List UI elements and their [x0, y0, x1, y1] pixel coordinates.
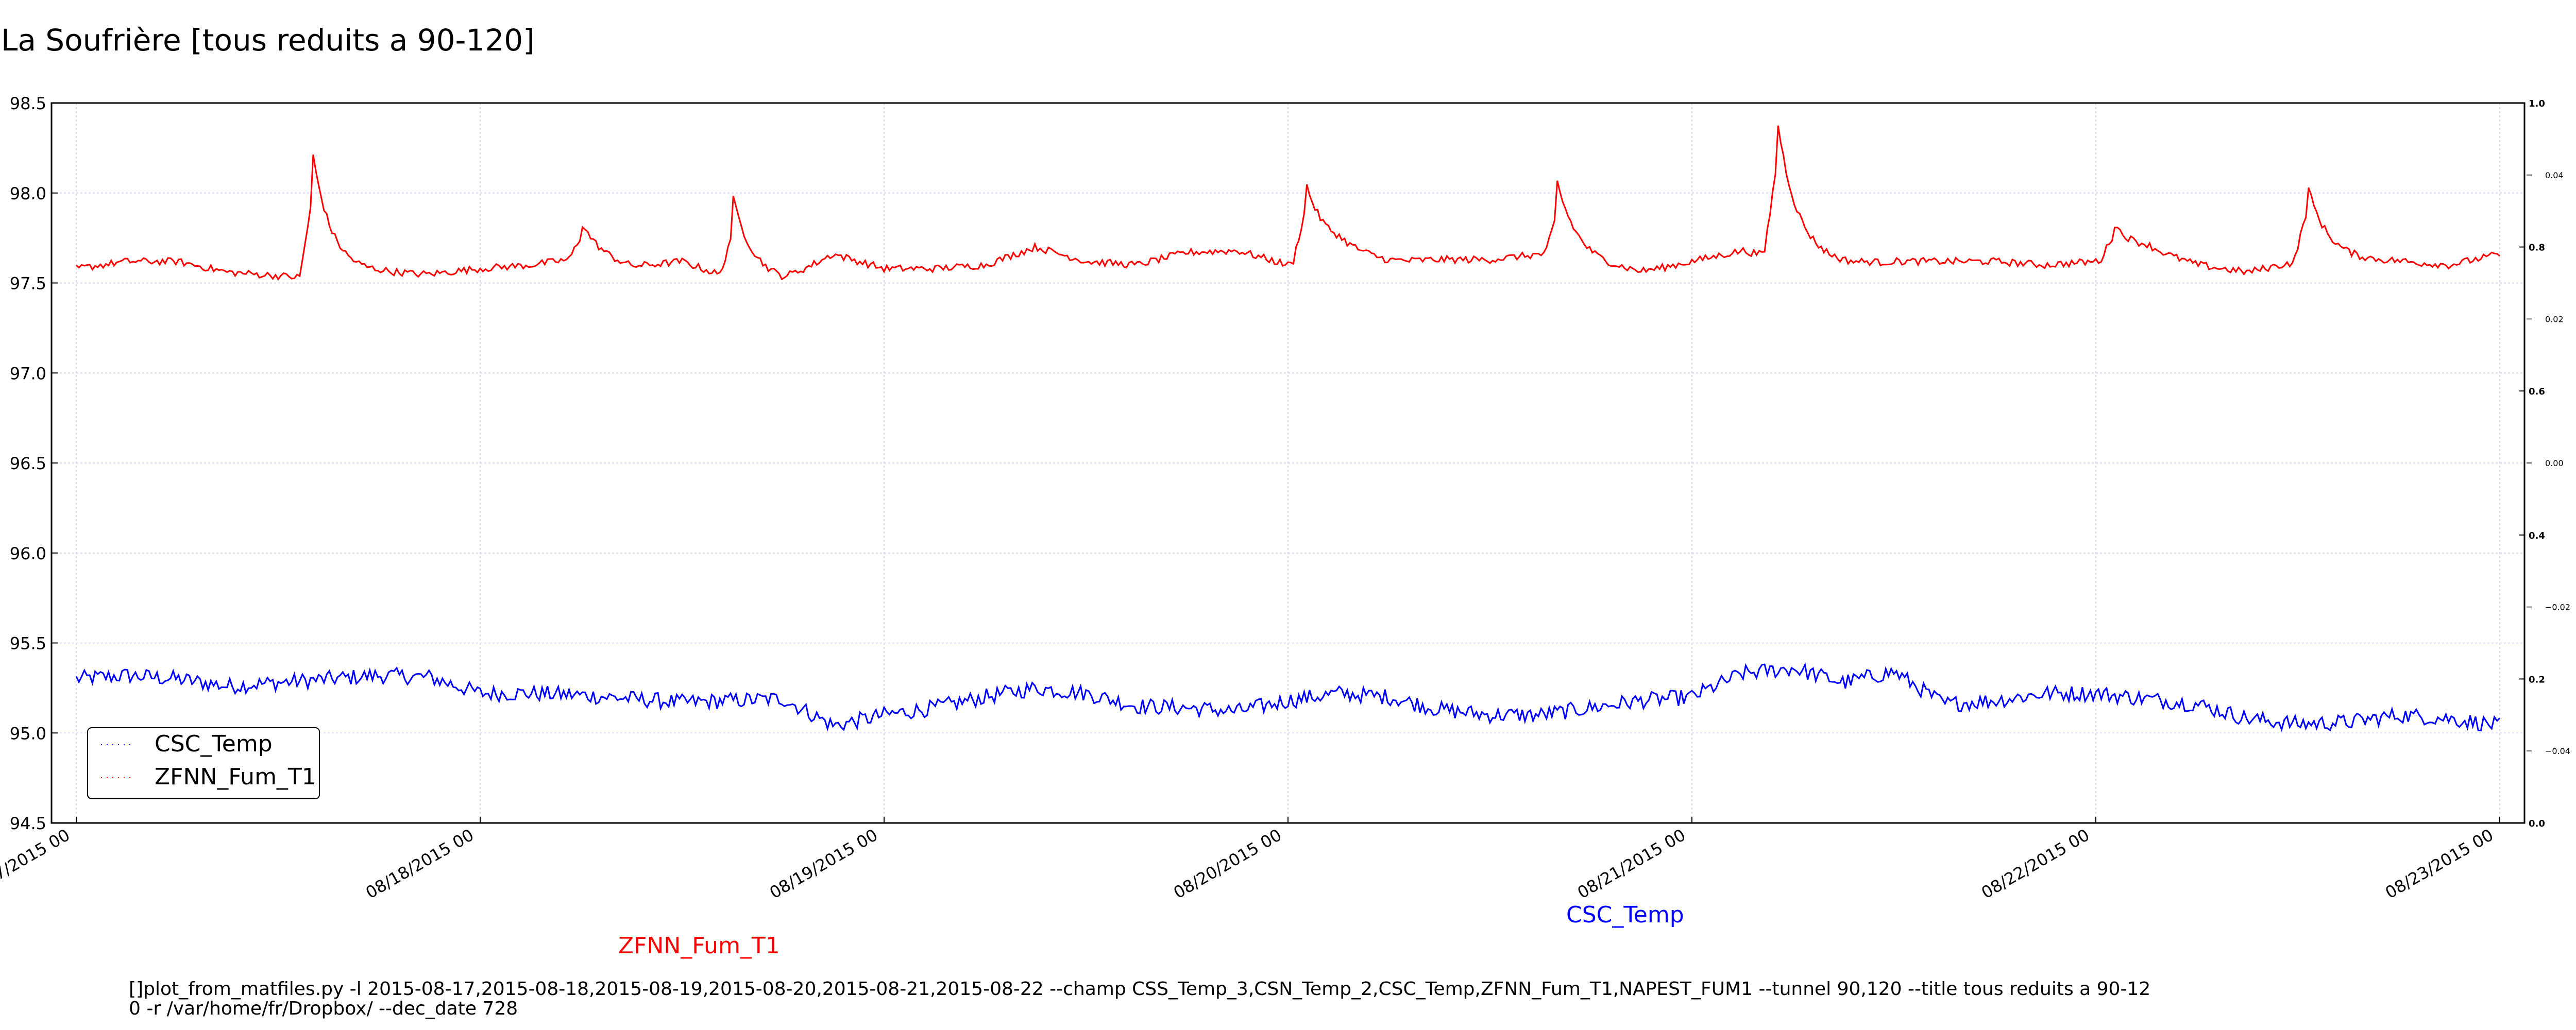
secondary-label-zfnn: ZFNN_Fum_T1 — [618, 933, 780, 959]
series-line-csc-temp — [75, 662, 2501, 732]
right-tick-label: 0.6 — [2529, 386, 2545, 397]
right-minor-tick-label: 0.02 — [2545, 314, 2564, 324]
series-layer — [75, 125, 2501, 732]
grid — [52, 102, 2524, 823]
x-tick-label: 08/21/2015 00 — [1574, 825, 1689, 903]
x-tick-label: 08/20/2015 00 — [1170, 825, 1285, 903]
x-tick-label: 08/19/2015 00 — [766, 825, 881, 903]
y-tick-label: 95.0 — [10, 724, 46, 743]
legend-label-csc-temp: CSC_Temp — [155, 731, 273, 757]
right-axis-ticks: 0.0 0.2 0.4 0.6 0.8 1.0 −0.04 −0.02 0.00 0.02 0.04 — [2519, 98, 2570, 829]
right-tick-label: 0.4 — [2529, 530, 2545, 541]
x-tick-label: 08/18/2015 00 — [362, 825, 477, 903]
right-tick-label: 1.0 — [2529, 98, 2545, 109]
right-minor-tick-label: 0.04 — [2545, 170, 2564, 180]
series-line-zfnn-fum-t1 — [76, 125, 2500, 281]
y-tick-label: 96.0 — [10, 544, 46, 563]
command-line-1: []plot_from_matfiles.py -l 2015-08-17,20… — [129, 978, 2150, 1000]
right-minor-tick-label: −0.02 — [2545, 603, 2570, 612]
y-tick-label: 95.5 — [10, 634, 46, 654]
y-axis-ticks: 94.5 95.0 95.5 96.0 96.5 97.0 97.5 98.0 98.5 — [10, 94, 58, 833]
y-tick-label: 97.5 — [10, 274, 46, 294]
y-tick-label: 96.5 — [10, 454, 46, 473]
right-minor-tick-label: −0.04 — [2545, 746, 2570, 756]
right-tick-label: 0.0 — [2529, 818, 2545, 829]
y-tick-label: 94.5 — [10, 814, 46, 833]
x-tick-label: 08/17/2015 00 — [0, 825, 73, 903]
y-tick-label: 98.0 — [10, 184, 46, 203]
x-tick-label: 08/23/2015 00 — [2382, 825, 2497, 903]
command-line-2: 0 -r /var/home/fr/Dropbox/ --dec_date 72… — [129, 998, 518, 1019]
y-tick-label: 97.0 — [10, 364, 46, 383]
chart-title: La Soufrière [tous reduits a 90-120] — [1, 23, 535, 58]
legend-box — [87, 727, 320, 799]
right-minor-tick-label: 0.00 — [2545, 458, 2564, 468]
x-tick-label: 08/22/2015 00 — [1978, 825, 2093, 903]
legend-label-zfnn-fum-t1: ZFNN_Fum_T1 — [155, 764, 316, 790]
secondary-label-csc: CSC_Temp — [1566, 902, 1684, 928]
legend: CSC_Temp ZFNN_Fum_T1 — [87, 727, 320, 799]
right-tick-label: 0.2 — [2529, 674, 2545, 685]
x-axis-ticks: 08/17/2015 00 08/18/2015 00 08/19/2015 00 0… — [0, 817, 2500, 903]
plot-frame — [50, 102, 2526, 824]
right-tick-label: 0.8 — [2529, 243, 2545, 253]
y-tick-label: 98.5 — [10, 94, 46, 113]
